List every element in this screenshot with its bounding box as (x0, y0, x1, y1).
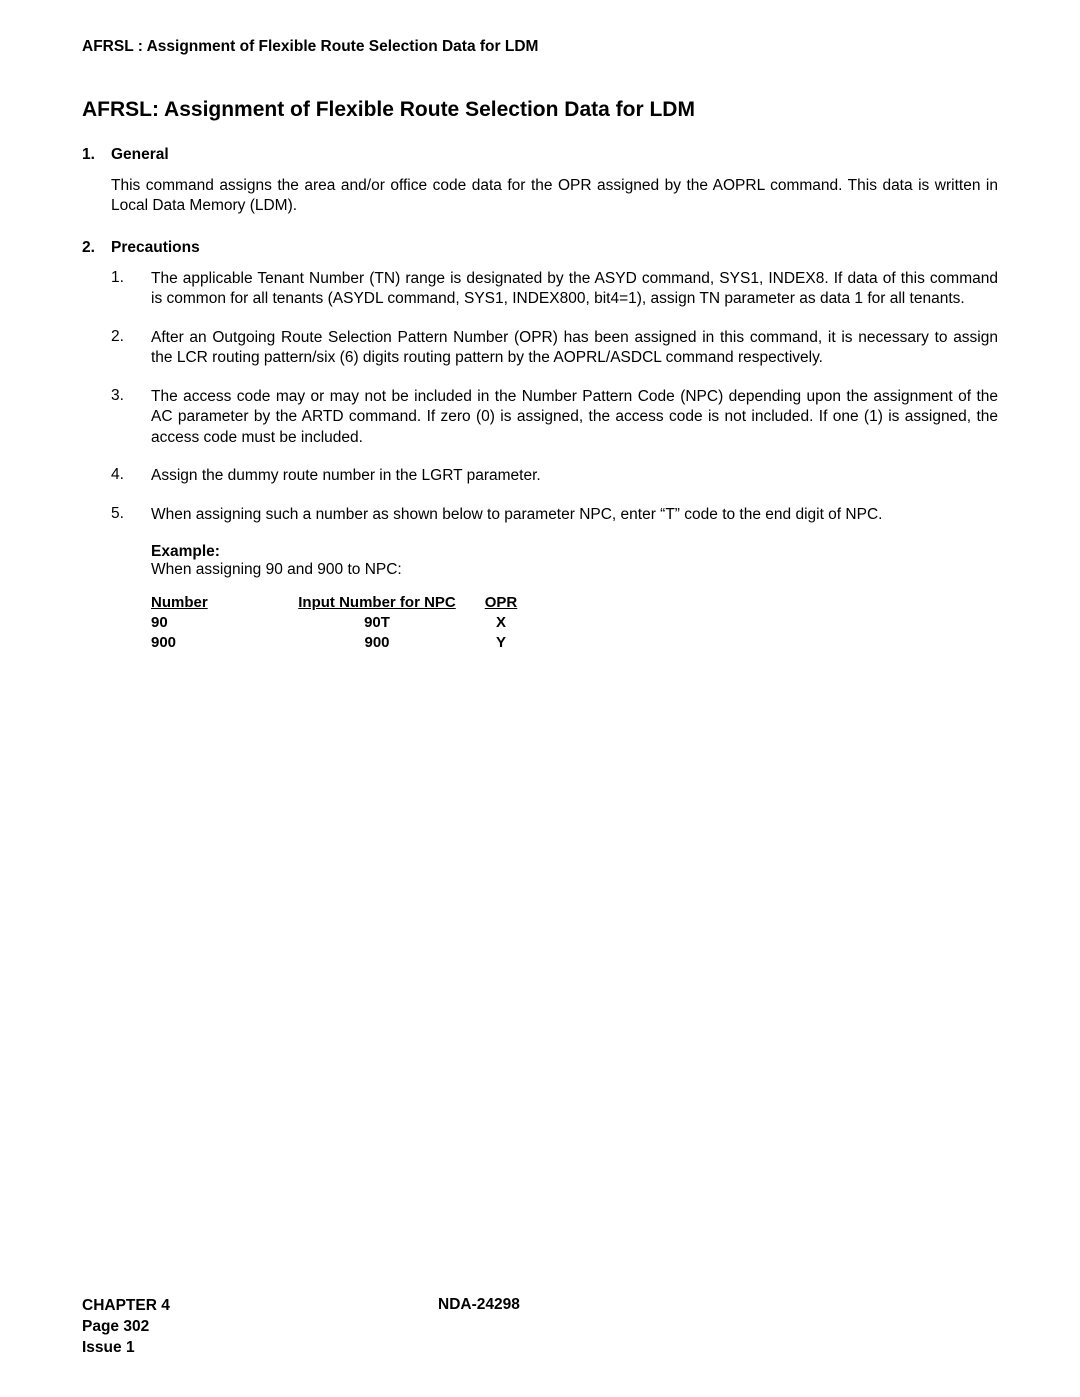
section-label: Precautions (111, 239, 200, 257)
page-footer: CHAPTER 4 Page 302 Issue 1 NDA-24298 (82, 1296, 998, 1359)
list-item: 5. When assigning such a number as shown… (111, 505, 998, 525)
table-row: 90 90T X (151, 613, 531, 633)
cell-number: 900 (151, 633, 283, 653)
col-header-input: Input Number for NPC (283, 593, 471, 613)
item-text: Assign the dummy route number in the LGR… (151, 466, 998, 486)
cell-opr: Y (471, 633, 531, 653)
table-row: 900 900 Y (151, 633, 531, 653)
footer-issue: Issue 1 (82, 1338, 170, 1359)
section-number: 2. (82, 239, 111, 257)
cell-input: 900 (283, 633, 471, 653)
item-number: 1. (111, 269, 151, 310)
item-number: 3. (111, 387, 151, 448)
item-number: 5. (111, 505, 151, 525)
section-number: 1. (82, 146, 111, 164)
section-general-text: This command assigns the area and/or off… (111, 176, 998, 217)
precautions-list: 1. The applicable Tenant Number (TN) ran… (111, 269, 998, 525)
item-number: 4. (111, 466, 151, 486)
page-title: AFRSL: Assignment of Flexible Route Sele… (82, 98, 998, 122)
footer-left: CHAPTER 4 Page 302 Issue 1 (82, 1296, 170, 1359)
cell-input: 90T (283, 613, 471, 633)
section-precautions-head: 2. Precautions (82, 239, 998, 257)
list-item: 3. The access code may or may not be inc… (111, 387, 998, 448)
example-desc: When assigning 90 and 900 to NPC: (151, 561, 998, 579)
footer-docnum: NDA-24298 (438, 1296, 520, 1314)
col-header-opr: OPR (471, 593, 531, 613)
section-label: General (111, 146, 169, 164)
item-text: The access code may or may not be includ… (151, 387, 998, 448)
list-item: 4. Assign the dummy route number in the … (111, 466, 998, 486)
footer-page: Page 302 (82, 1317, 170, 1338)
cell-opr: X (471, 613, 531, 633)
footer-chapter: CHAPTER 4 (82, 1296, 170, 1317)
example-block: Example: When assigning 90 and 900 to NP… (151, 543, 998, 654)
col-header-number: Number (151, 593, 283, 613)
cell-number: 90 (151, 613, 283, 633)
section-general-head: 1. General (82, 146, 998, 164)
document-page: AFRSL : Assignment of Flexible Route Sel… (0, 0, 1080, 654)
item-number: 2. (111, 328, 151, 369)
list-item: 2. After an Outgoing Route Selection Pat… (111, 328, 998, 369)
item-text: The applicable Tenant Number (TN) range … (151, 269, 998, 310)
item-text: When assigning such a number as shown be… (151, 505, 998, 525)
item-text: After an Outgoing Route Selection Patter… (151, 328, 998, 369)
list-item: 1. The applicable Tenant Number (TN) ran… (111, 269, 998, 310)
table-header-row: Number Input Number for NPC OPR (151, 593, 531, 613)
example-label: Example: (151, 543, 998, 561)
npc-table: Number Input Number for NPC OPR 90 90T X… (151, 593, 531, 654)
page-header: AFRSL : Assignment of Flexible Route Sel… (82, 38, 998, 56)
